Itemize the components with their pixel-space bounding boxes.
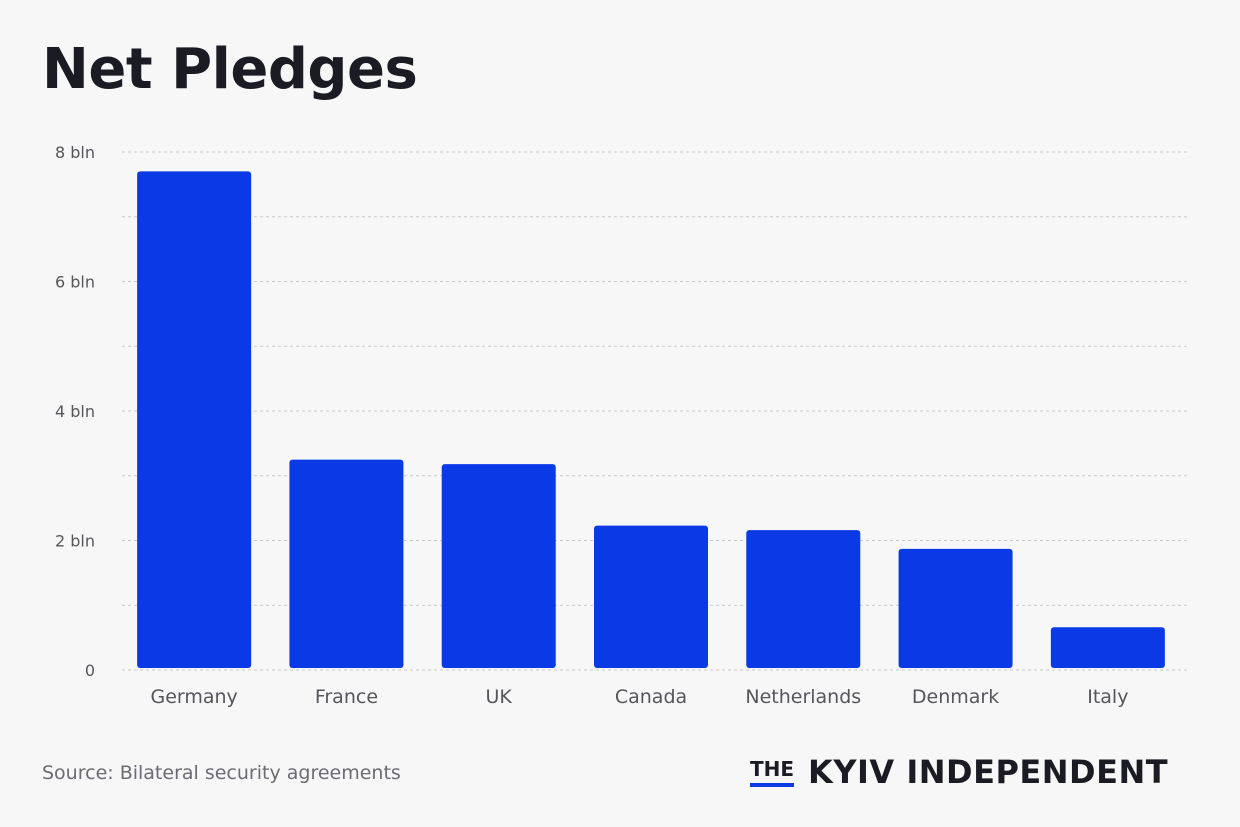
- source-note: Source: Bilateral security agreements: [42, 762, 401, 784]
- bars: [137, 171, 1165, 669]
- x-tick-label: Denmark: [912, 686, 999, 708]
- y-axis-ticks: 0 2 bln 4 bln 6 bln 8 bln: [55, 143, 95, 680]
- bar-chart: 0 2 bln 4 bln 6 bln 8 bln Germany France UK Can…: [55, 143, 1188, 708]
- logo-the-text: THE: [750, 757, 795, 787]
- x-tick-label: Netherlands: [745, 686, 861, 708]
- x-axis-ticks: Germany France UK Canada Netherlands Denmark I…: [150, 686, 1128, 708]
- bar-italy: [1050, 627, 1165, 668]
- y-tick-label: 8 bln: [55, 143, 95, 162]
- y-tick-label: 0: [85, 661, 95, 680]
- bar-netherlands: [746, 530, 861, 668]
- x-tick-label: UK: [486, 686, 513, 708]
- bar-france: [289, 459, 404, 668]
- x-tick-label: Canada: [615, 686, 687, 708]
- y-tick-label: 2 bln: [55, 532, 95, 551]
- x-tick-label: Germany: [150, 686, 237, 708]
- kyiv-independent-logo: THE KYIV INDEPENDENT: [750, 752, 1168, 792]
- x-tick-label: Italy: [1087, 686, 1128, 708]
- bar-canada: [594, 525, 708, 668]
- bar-germany: [137, 171, 252, 669]
- logo-name-text: KYIV INDEPENDENT: [808, 753, 1169, 791]
- bar-denmark: [898, 548, 1013, 668]
- bar-uk: [441, 464, 556, 668]
- y-tick-label: 4 bln: [55, 402, 95, 421]
- x-tick-label: France: [315, 686, 378, 708]
- chart-title: Net Pledges: [42, 37, 418, 102]
- y-tick-label: 6 bln: [55, 273, 95, 292]
